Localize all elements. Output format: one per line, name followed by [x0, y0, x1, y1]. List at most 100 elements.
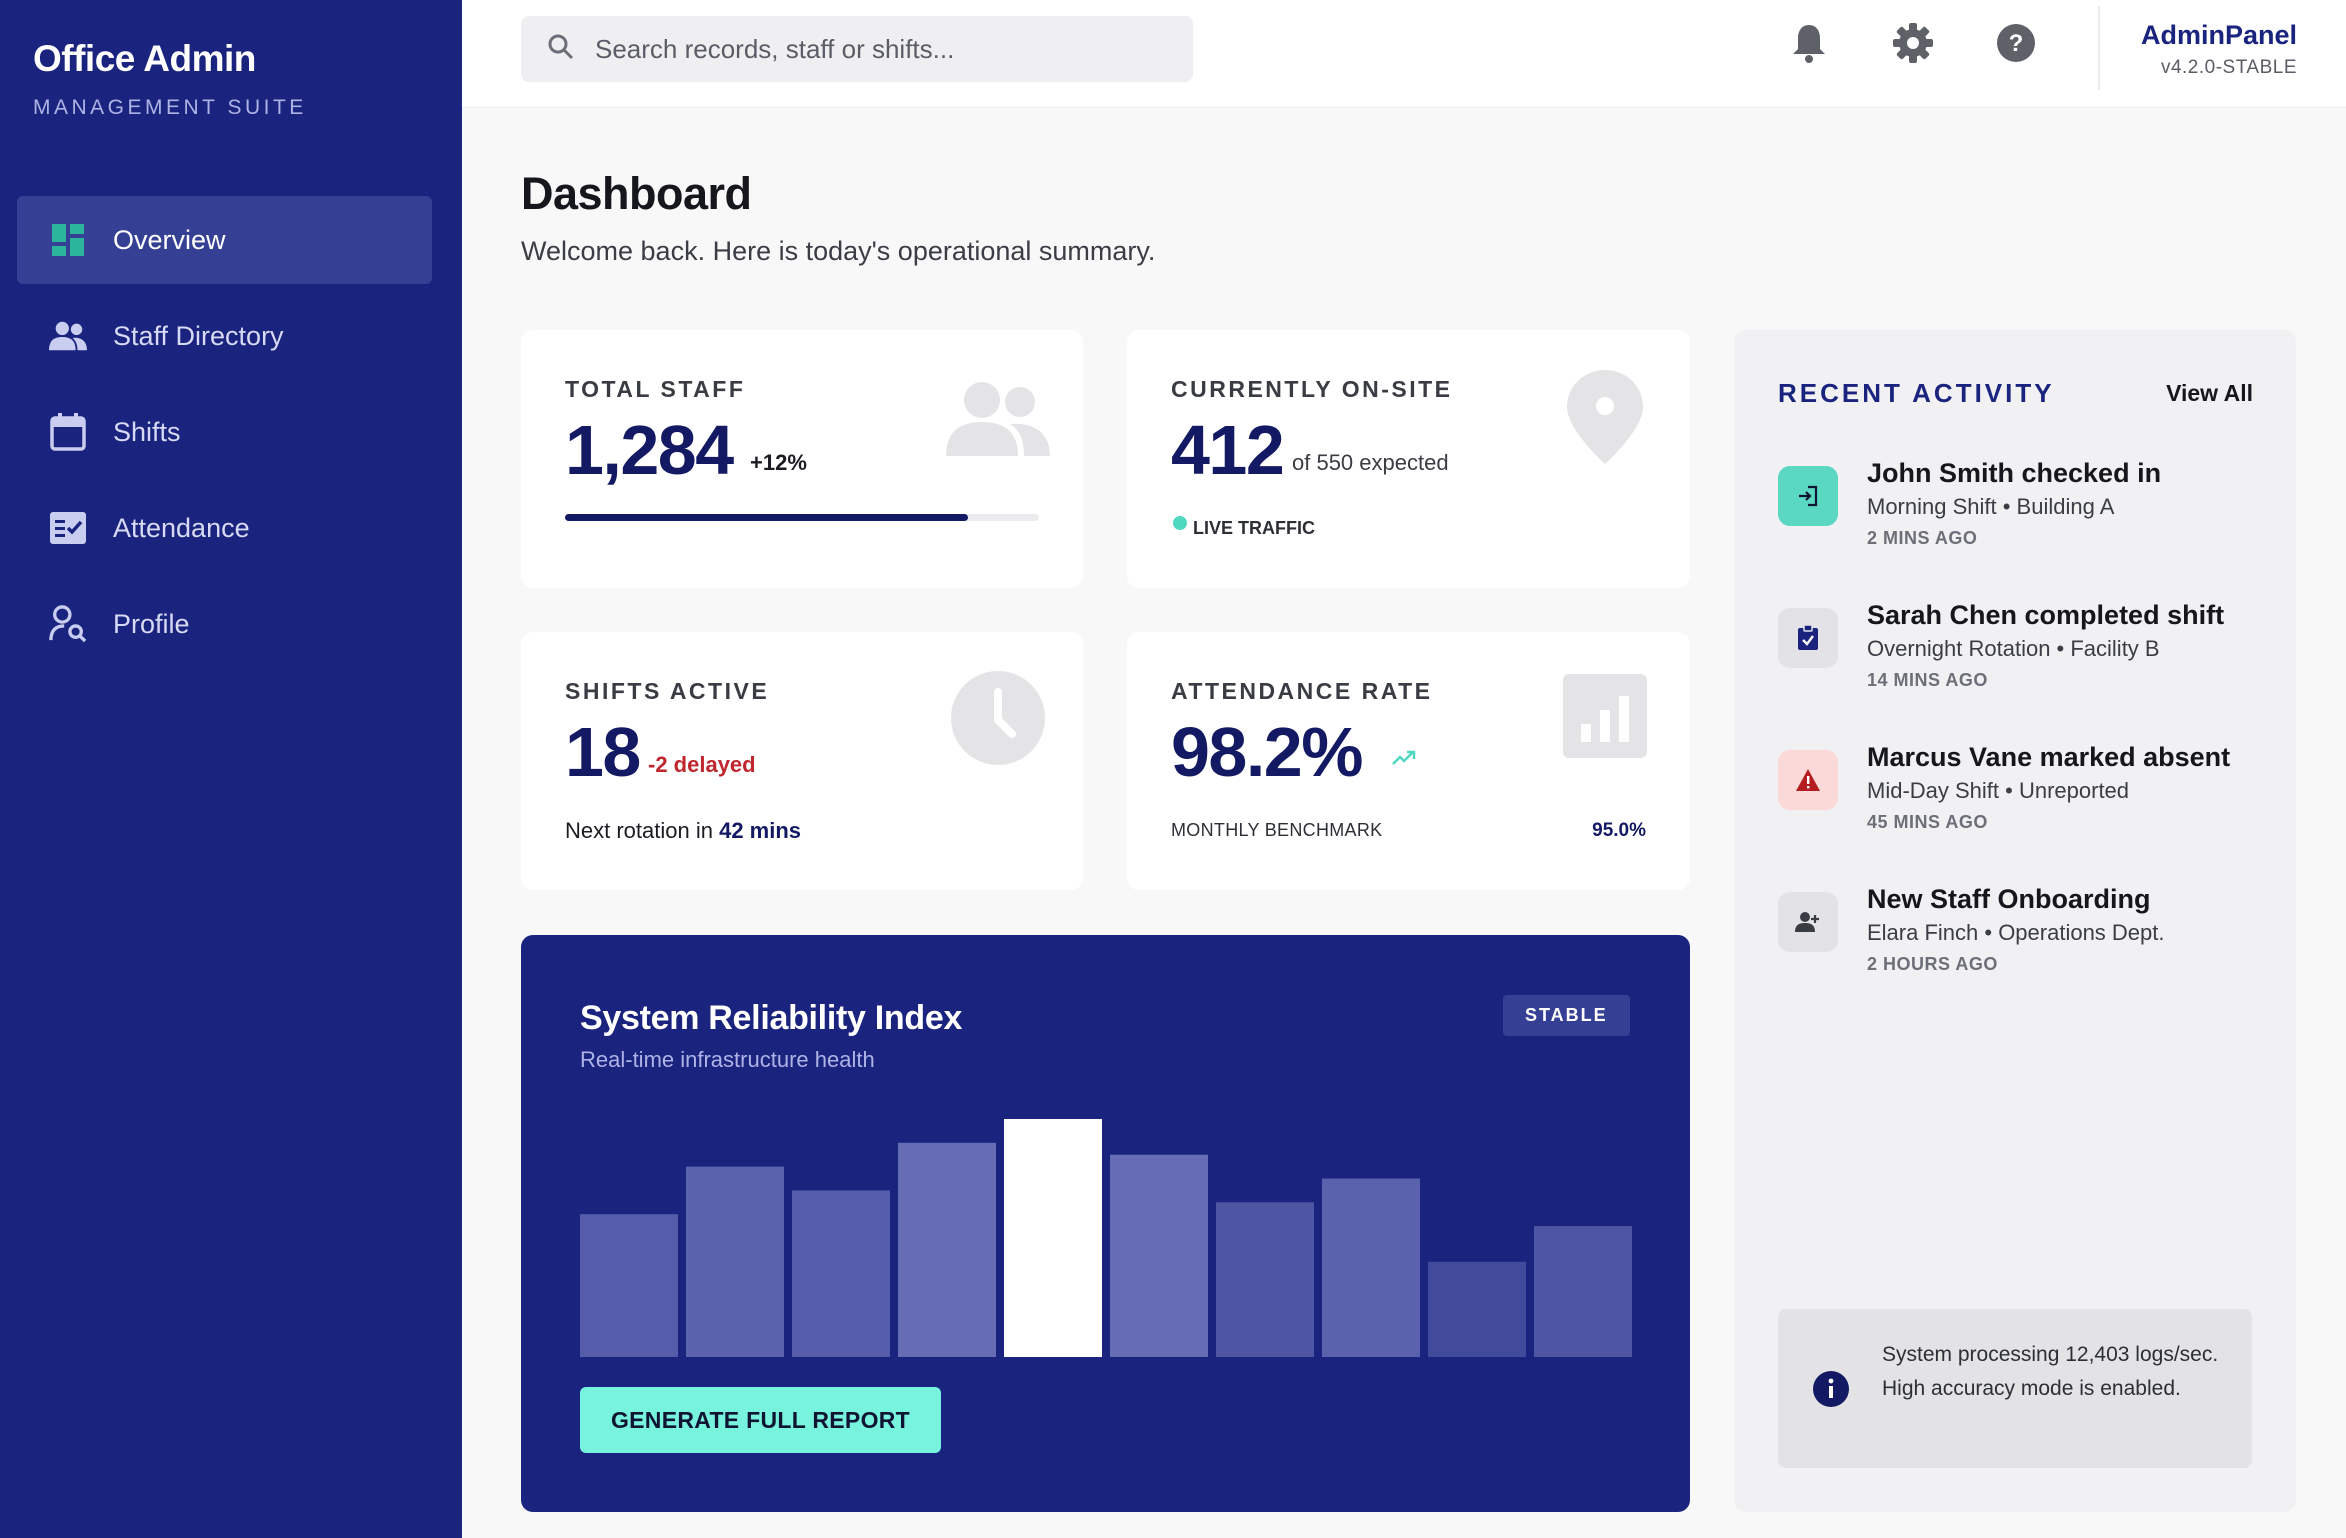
sidebar-nav: Overview Staff Directory Shifts Attendan… [17, 196, 432, 676]
progress-fill [565, 514, 968, 521]
app-version: v4.2.0-STABLE [2160, 57, 2297, 78]
sidebar-item-attendance[interactable]: Attendance [17, 484, 432, 572]
sidebar-item-staff-directory[interactable]: Staff Directory [17, 292, 432, 380]
status-badge: STABLE [1503, 995, 1630, 1036]
user-name[interactable]: AdminPanel [2140, 20, 2297, 50]
activity-time: 2 HOURS AGO [1867, 954, 1998, 974]
location-pin-icon [1567, 370, 1643, 469]
system-info-box: System processing 12,403 logs/sec. High … [1778, 1309, 2252, 1468]
recent-activity-panel: RECENT ACTIVITY View All John Smith chec… [1734, 330, 2296, 1512]
clipboard-check-icon [1778, 608, 1838, 668]
activity-name: John Smith checked in [1867, 458, 2162, 488]
login-icon [1778, 466, 1838, 526]
person-search-icon [49, 605, 87, 643]
monthly-benchmark-value: 95.0% [1592, 820, 1646, 841]
activity-time: 2 MINS AGO [1867, 528, 1978, 548]
sidebar-item-label: Overview [113, 224, 226, 255]
reliability-bar [1004, 1119, 1102, 1357]
reliability-bar [686, 1166, 784, 1357]
activity-item[interactable]: Sarah Chen completed shift Overnight Rot… [1778, 600, 2258, 720]
sidebar-item-label: Attendance [113, 512, 250, 543]
on-site-card: CURRENTLY ON-SITE 412 of 550 expected LI… [1127, 330, 1690, 588]
bell-icon[interactable] [1786, 20, 1832, 66]
reliability-bar [1322, 1178, 1420, 1357]
sidebar-item-label: Staff Directory [113, 320, 284, 351]
header-divider [2098, 6, 2100, 90]
activity-title: RECENT ACTIVITY [1778, 378, 2055, 408]
person-add-icon [1778, 892, 1838, 952]
activity-name: New Staff Onboarding [1867, 884, 2151, 914]
shifts-active-card: SHIFTS ACTIVE 18 -2 delayed Next rotatio… [521, 632, 1083, 890]
bar-chart-icon [1563, 674, 1647, 763]
sidebar: Office Admin MANAGEMENT SUITE Overview S… [0, 0, 462, 1538]
view-all-link[interactable]: View All [2166, 380, 2253, 406]
checklist-icon [49, 509, 87, 547]
next-rotation-label: Next rotation in [565, 818, 713, 843]
reliability-bar [792, 1190, 890, 1357]
page-title: Dashboard [521, 168, 752, 219]
reliability-bar [898, 1142, 996, 1357]
sidebar-item-shifts[interactable]: Shifts [17, 388, 432, 476]
dashboard-icon [49, 221, 87, 259]
warning-icon [1778, 750, 1838, 810]
activity-time: 45 MINS AGO [1867, 812, 1988, 832]
page-subtitle: Welcome back. Here is today's operationa… [521, 236, 1156, 266]
calendar-icon [49, 413, 87, 451]
card-label: CURRENTLY ON-SITE [1171, 376, 1453, 402]
search-input[interactable] [595, 33, 1155, 65]
card-label: SHIFTS ACTIVE [565, 678, 770, 704]
live-dot [1173, 516, 1187, 530]
on-site-value: 412 [1171, 411, 1285, 489]
generate-report-button[interactable]: GENERATE FULL REPORT [580, 1387, 941, 1453]
reliability-title: System Reliability Index [580, 999, 963, 1037]
activity-name: Sarah Chen completed shift [1867, 600, 2225, 630]
sidebar-item-overview[interactable]: Overview [17, 196, 432, 284]
people-icon [49, 317, 87, 355]
gear-icon[interactable] [1890, 20, 1936, 66]
total-staff-change: +12% [750, 450, 807, 475]
sidebar-item-profile[interactable]: Profile [17, 580, 432, 668]
help-icon[interactable]: ? [1993, 20, 2039, 66]
reliability-subtitle: Real-time infrastructure health [580, 1047, 875, 1072]
reliability-bar [580, 1214, 678, 1357]
total-staff-progress [565, 514, 1039, 521]
next-rotation: Next rotation in 42 mins [565, 818, 801, 844]
clock-icon [950, 670, 1046, 771]
top-header: ? AdminPanel v4.2.0-STABLE [462, 0, 2346, 108]
activity-time: 14 MINS AGO [1867, 670, 1988, 690]
info-icon [1812, 1370, 1850, 1408]
next-rotation-time: 42 mins [719, 818, 802, 843]
activity-item[interactable]: John Smith checked in Morning Shift • Bu… [1778, 458, 2258, 578]
system-reliability-card: System Reliability Index Real-time infra… [521, 935, 1690, 1512]
activity-meta: Morning Shift • Building A [1867, 494, 2115, 519]
activity-name: Marcus Vane marked absent [1867, 742, 2231, 772]
people-icon [946, 378, 1050, 463]
system-info-text: System processing 12,403 logs/sec. High … [1882, 1343, 2219, 1400]
shifts-active-value: 18 [565, 713, 641, 791]
activity-item[interactable]: Marcus Vane marked absent Mid-Day Shift … [1778, 742, 2258, 862]
sidebar-item-label: Shifts [113, 416, 181, 447]
monthly-benchmark-label: MONTHLY BENCHMARK [1171, 820, 1383, 840]
reliability-bar [1534, 1226, 1632, 1357]
activity-meta: Overnight Rotation • Facility B [1867, 636, 2160, 661]
search-bar[interactable] [521, 16, 1193, 82]
svg-text:?: ? [2009, 30, 2024, 57]
reliability-bar [1216, 1202, 1314, 1357]
attendance-rate-card: ATTENDANCE RATE 98.2% MONTHLY BENCHMARK … [1127, 632, 1690, 890]
search-icon [547, 33, 575, 66]
reliability-bar [1110, 1154, 1208, 1357]
activity-item[interactable]: New Staff Onboarding Elara Finch • Opera… [1778, 884, 2258, 1004]
activity-meta: Elara Finch • Operations Dept. [1867, 920, 2165, 945]
brand-subtitle: MANAGEMENT SUITE [33, 96, 307, 119]
live-traffic-label: LIVE TRAFFIC [1193, 518, 1315, 538]
card-label: TOTAL STAFF [565, 376, 746, 402]
shifts-delayed: -2 delayed [648, 752, 756, 777]
total-staff-value: 1,284 [565, 411, 734, 489]
activity-meta: Mid-Day Shift • Unreported [1867, 778, 2130, 803]
on-site-expected: of 550 expected [1292, 450, 1449, 475]
attendance-rate-value: 98.2% [1171, 713, 1363, 791]
total-staff-card: TOTAL STAFF 1,284 +12% [521, 330, 1083, 588]
sidebar-item-label: Profile [113, 608, 190, 639]
trending-up-icon [1392, 750, 1416, 771]
card-label: ATTENDANCE RATE [1171, 678, 1433, 704]
